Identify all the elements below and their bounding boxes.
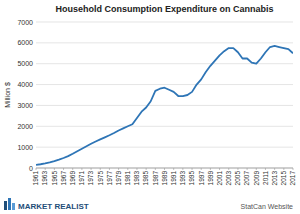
x-tick (81, 168, 82, 170)
x-tick-label: 1961 (32, 171, 39, 186)
x-tick-label: 1991 (170, 171, 177, 186)
x-tick-label: 1983 (133, 171, 140, 186)
x-tick (118, 168, 119, 170)
x-tick-label: 2003 (225, 171, 232, 186)
plot-area (36, 46, 293, 165)
x-tick-label: 1973 (87, 171, 94, 186)
x-tick (182, 168, 183, 170)
logo-text: MARKET REALIST (18, 202, 89, 211)
x-tick (45, 168, 46, 170)
x-tick (210, 168, 211, 170)
x-tick-label: 2001 (216, 171, 223, 186)
x-tick-label: 1969 (69, 171, 76, 186)
x-tick (91, 168, 92, 170)
x-tick (136, 168, 137, 170)
y-tick-label: 6000 (17, 39, 33, 46)
x-tick-label: 1979 (115, 171, 122, 186)
x-tick (127, 168, 128, 170)
x-tick (155, 168, 156, 170)
x-tick (72, 168, 73, 170)
x-tick-label: 2013 (271, 171, 278, 186)
x-tick-label: 1999 (207, 171, 214, 186)
x-tick-label: 2015 (280, 171, 287, 186)
x-tick-label: 1995 (188, 171, 195, 186)
x-tick-label: 1997 (198, 171, 205, 186)
x-tick-label: 1965 (51, 171, 58, 186)
x-tick (265, 168, 266, 170)
grid-line (36, 22, 293, 23)
x-tick-label: 1993 (179, 171, 186, 186)
x-tick (293, 168, 294, 170)
x-tick (201, 168, 202, 170)
x-tick (164, 168, 165, 170)
x-tick (63, 168, 64, 170)
grid-line (36, 105, 293, 106)
x-tick (283, 168, 284, 170)
x-tick (228, 168, 229, 170)
x-tick-label: 1967 (60, 171, 67, 186)
x-tick-label: 1981 (124, 171, 131, 186)
x-tick (54, 168, 55, 170)
x-tick-label: 2017 (289, 171, 296, 186)
x-tick (256, 168, 257, 170)
x-tick (192, 168, 193, 170)
x-tick-label: 1987 (152, 171, 159, 186)
x-tick (36, 168, 37, 170)
y-tick-label: 1000 (17, 144, 33, 151)
y-tick-label: 7000 (17, 19, 33, 26)
x-tick (274, 168, 275, 170)
source: StatCan Website (241, 203, 294, 210)
grid-line (36, 84, 293, 85)
x-tick-label: 2007 (243, 171, 250, 186)
grid-line (36, 42, 293, 43)
y-tick-label: 2000 (17, 123, 33, 130)
chart: Household Consumption Expenditure on Can… (0, 0, 300, 214)
logo: MARKET REALIST (4, 198, 89, 211)
x-tick (219, 168, 220, 170)
y-tick-label: 0 (29, 165, 33, 172)
x-tick (100, 168, 101, 170)
y-tick-label: 3000 (17, 102, 33, 109)
x-tick-label: 1989 (161, 171, 168, 186)
x-tick-label: 1963 (41, 171, 48, 186)
x-tick-label: 2009 (253, 171, 260, 186)
x-tick-label: 2011 (262, 171, 269, 185)
x-tick-label: 1977 (106, 171, 113, 186)
grid-line (36, 126, 293, 127)
x-tick (146, 168, 147, 170)
x-tick-label: 1971 (78, 171, 85, 186)
y-axis-label: Million $ (4, 82, 11, 108)
title: Household Consumption Expenditure on Can… (55, 4, 273, 14)
x-tick (247, 168, 248, 170)
x-tick (237, 168, 238, 170)
x-tick-label: 1975 (97, 171, 104, 186)
y-tick-label: 4000 (17, 81, 33, 88)
x-tick-label: 2005 (234, 171, 241, 186)
x-tick (173, 168, 174, 170)
x-tick (109, 168, 110, 170)
x-tick-label: 1985 (142, 171, 149, 186)
y-tick-label: 5000 (17, 60, 33, 67)
grid-line (36, 147, 293, 148)
series-line (36, 46, 293, 165)
